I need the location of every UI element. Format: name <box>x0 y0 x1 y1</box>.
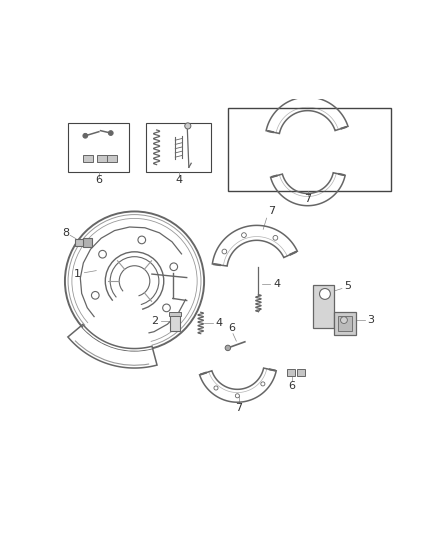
Text: 2: 2 <box>151 316 159 326</box>
Circle shape <box>185 123 191 129</box>
FancyBboxPatch shape <box>74 239 84 246</box>
Text: 4: 4 <box>175 175 182 185</box>
Text: 1: 1 <box>74 269 81 279</box>
FancyBboxPatch shape <box>287 369 295 376</box>
Text: 3: 3 <box>367 315 374 325</box>
FancyBboxPatch shape <box>297 369 305 376</box>
Text: 5: 5 <box>345 281 352 291</box>
Text: 7: 7 <box>268 206 275 216</box>
Text: 8: 8 <box>62 228 69 238</box>
Bar <box>146 123 211 172</box>
Circle shape <box>341 317 347 324</box>
Text: 6: 6 <box>229 323 236 333</box>
Wedge shape <box>83 281 152 351</box>
FancyBboxPatch shape <box>97 156 107 161</box>
Text: 4: 4 <box>273 279 281 289</box>
FancyBboxPatch shape <box>334 312 356 335</box>
Bar <box>228 108 391 191</box>
Circle shape <box>225 345 230 351</box>
Circle shape <box>83 133 88 138</box>
Text: 4: 4 <box>216 319 223 328</box>
FancyBboxPatch shape <box>170 312 181 317</box>
FancyBboxPatch shape <box>83 156 93 161</box>
Text: 7: 7 <box>304 193 311 204</box>
FancyBboxPatch shape <box>170 314 180 330</box>
FancyBboxPatch shape <box>313 286 334 328</box>
FancyBboxPatch shape <box>338 316 353 331</box>
Text: 6: 6 <box>95 175 102 185</box>
Text: 6: 6 <box>288 381 295 391</box>
FancyBboxPatch shape <box>107 156 117 161</box>
Bar <box>68 123 130 172</box>
Text: 7: 7 <box>236 403 243 413</box>
FancyBboxPatch shape <box>83 238 92 247</box>
Circle shape <box>108 131 113 135</box>
Circle shape <box>320 288 330 300</box>
